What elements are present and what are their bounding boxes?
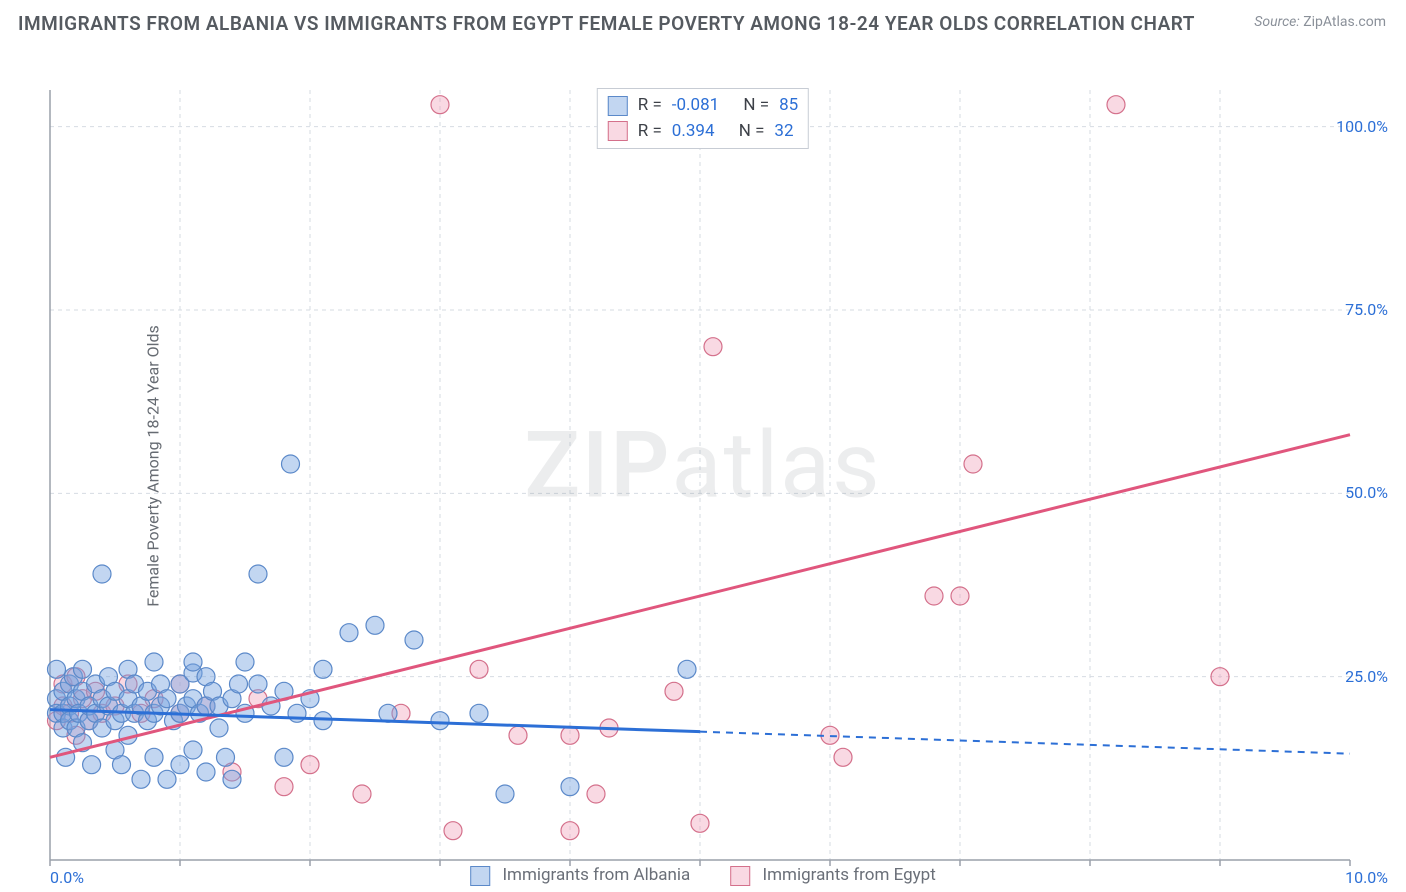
y-tick-75: 75.0% (1345, 300, 1388, 319)
n-label-a: N = (743, 93, 769, 119)
source: Source: ZipAtlas.com (1254, 14, 1386, 30)
stats-row-a: R = -0.081 N = 85 (608, 93, 798, 119)
swatch-a-icon (608, 96, 628, 116)
legend-bottom: Immigrants from Albania Immigrants from … (470, 865, 936, 886)
r-value-b: 0.394 (672, 119, 715, 145)
y-tick-100: 100.0% (1336, 117, 1388, 136)
y-axis-label: Female Poverty Among 18-24 Year Olds (143, 325, 162, 607)
legend-item-b: Immigrants from Egypt (730, 865, 935, 886)
source-label: Source: (1254, 14, 1299, 30)
x-tick-max: 10.0% (1345, 868, 1388, 887)
stats-row-b: R = 0.394 N = 32 (608, 119, 798, 145)
source-name: ZipAtlas.com (1303, 14, 1386, 30)
y-tick-50: 50.0% (1345, 483, 1388, 502)
legend-swatch-b-icon (730, 866, 750, 886)
y-tick-25: 25.0% (1345, 667, 1388, 686)
r-label-b: R = (638, 119, 662, 145)
n-label-b: N = (739, 119, 765, 145)
n-value-a: 85 (779, 93, 798, 119)
scatter-plot-svg (0, 40, 1406, 892)
chart-area: Female Poverty Among 18-24 Year Olds ZIP… (0, 40, 1406, 892)
stats-legend: R = -0.081 N = 85 R = 0.394 N = 32 (597, 88, 809, 149)
r-label-a: R = (638, 93, 662, 119)
swatch-b-icon (608, 121, 628, 141)
legend-item-a: Immigrants from Albania (470, 865, 690, 886)
chart-title: IMMIGRANTS FROM ALBANIA VS IMMIGRANTS FR… (18, 12, 1195, 35)
n-value-b: 32 (774, 119, 793, 145)
x-tick-min: 0.0% (50, 868, 84, 887)
legend-label-a: Immigrants from Albania (502, 865, 690, 885)
r-value-a: -0.081 (672, 93, 719, 119)
legend-swatch-a-icon (470, 866, 490, 886)
legend-label-b: Immigrants from Egypt (763, 865, 936, 885)
